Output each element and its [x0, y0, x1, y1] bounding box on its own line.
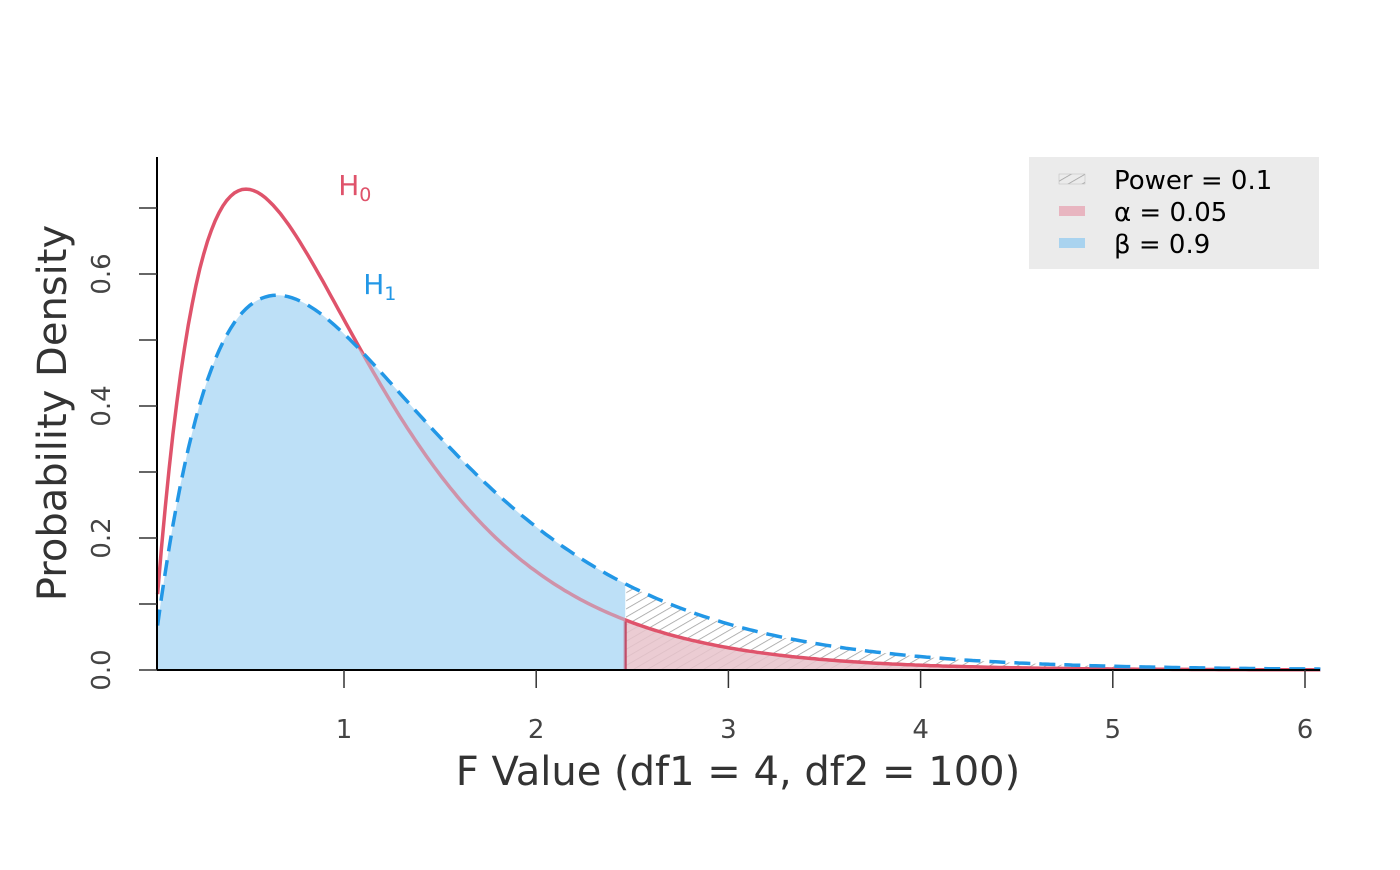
h1-curve — [155, 293, 1321, 671]
legend-key-alpha — [1059, 206, 1085, 216]
legend-label-beta: β = 0.9 — [1114, 230, 1210, 260]
x-tick-label: 6 — [1297, 715, 1314, 745]
legend-label-power: Power = 0.1 — [1114, 166, 1272, 196]
legend-key-power — [1058, 173, 1086, 185]
x-tick-label: 1 — [336, 715, 353, 745]
legend-key-beta — [1059, 238, 1085, 248]
y-tick-label: 0.2 — [87, 517, 117, 558]
y-tick-label: 0.4 — [87, 385, 117, 426]
beta-region — [157, 295, 626, 670]
x-tick-label: 3 — [720, 715, 737, 745]
h1-label: H1 — [363, 268, 396, 305]
y-tick-label: 0.0 — [87, 649, 117, 690]
x-tick-label: 5 — [1105, 715, 1122, 745]
x-axis-title: F Value (df1 = 4, df2 = 100) — [456, 749, 1020, 795]
y-tick-label: 0.6 — [87, 253, 117, 294]
y-axis-title: Probability Density — [30, 225, 76, 601]
power-region — [625, 584, 1321, 670]
plot-area: 1 2 3 4 5 6 0.0 0.2 0.4 0.6 H0 H1 — [87, 157, 1321, 745]
h0-label: H0 — [338, 169, 371, 206]
beta-overlay — [157, 295, 626, 670]
legend: Power = 0.1 α = 0.05 β = 0.9 — [1029, 157, 1319, 269]
legend-label-alpha: α = 0.05 — [1114, 198, 1227, 228]
x-tick-label: 4 — [912, 715, 929, 745]
x-tick-label: 2 — [528, 715, 545, 745]
